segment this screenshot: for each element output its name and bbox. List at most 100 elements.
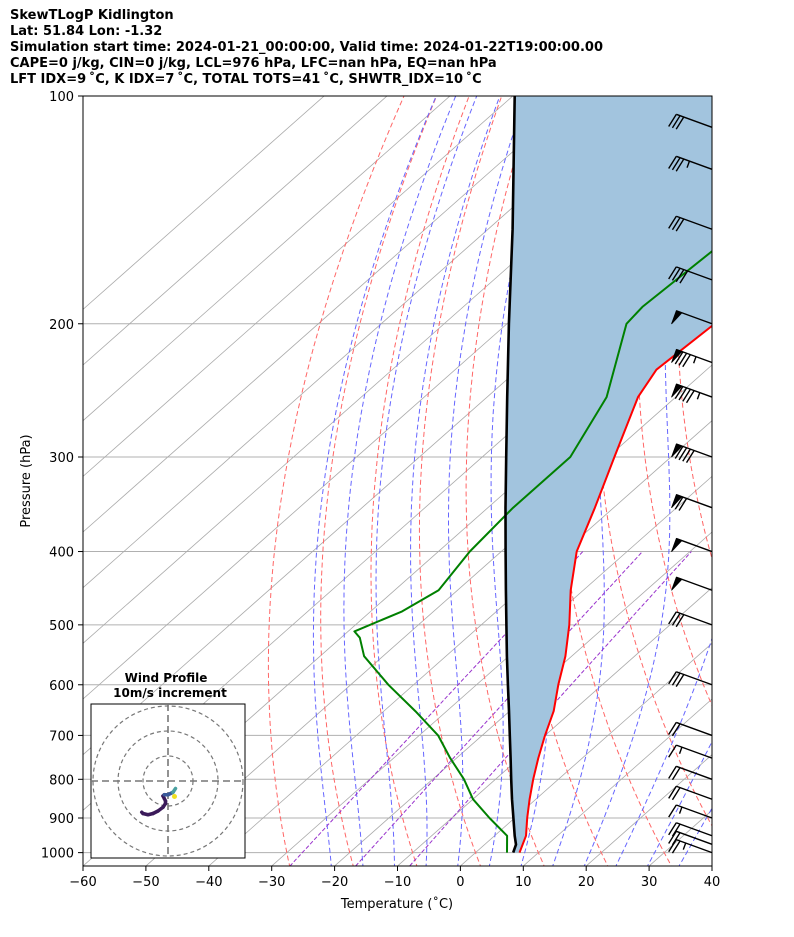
x-tick-label: −30	[258, 875, 285, 890]
wind-barb	[671, 348, 713, 368]
barb-full	[668, 804, 677, 818]
barb-full	[685, 390, 695, 404]
barb-full	[678, 447, 688, 461]
barb-shaft	[676, 765, 713, 780]
barb-half	[686, 160, 691, 168]
barb-full	[675, 158, 685, 172]
barb-full	[668, 113, 677, 127]
barb-half	[692, 356, 697, 364]
barb-full	[675, 269, 685, 283]
isotherm	[83, 96, 640, 589]
barb-full	[668, 611, 677, 625]
isotherm	[83, 96, 514, 477]
barb-shaft	[676, 671, 713, 686]
inset-plot	[91, 704, 245, 858]
barb-full	[675, 218, 685, 232]
isotherm	[522, 698, 712, 866]
barb-full	[671, 832, 681, 846]
mixing-ratio-line	[289, 551, 584, 866]
barb-full	[675, 116, 685, 130]
barb-full	[674, 496, 684, 510]
x-tick-label: −20	[321, 875, 348, 890]
chart-header: SkewTLogP Kidlington Lat: 51.84 Lon: -1.…	[10, 8, 603, 88]
isotherm	[83, 96, 325, 310]
wind-barb	[668, 804, 713, 819]
barb-full	[671, 787, 681, 801]
wind-profile-inset	[90, 703, 246, 859]
wind-barb	[668, 155, 713, 172]
y-tick-label: 800	[49, 773, 74, 788]
wind-barb	[668, 765, 713, 781]
y-tick-label: 900	[49, 812, 74, 827]
x-tick-label: 40	[704, 875, 721, 890]
y-tick-label: 200	[49, 318, 74, 333]
barb-shaft	[676, 721, 713, 737]
wind-barb	[671, 576, 713, 591]
wind-barb	[671, 494, 713, 511]
barb-shaft	[676, 266, 713, 281]
y-axis-label: Pressure (hPa)	[19, 434, 34, 527]
barb-pennant	[671, 443, 683, 458]
barb-shaft	[676, 830, 713, 845]
moist-adiabat	[583, 96, 692, 866]
dry-adiabat	[676, 96, 712, 561]
barb-pennant	[671, 538, 683, 552]
barb-full	[671, 157, 681, 171]
y-tick-label: 400	[49, 546, 74, 561]
barb-full	[668, 155, 677, 169]
x-tick-label: −50	[132, 875, 159, 890]
barb-full	[671, 723, 681, 737]
wind-barb	[671, 383, 713, 404]
dry-adiabat	[320, 96, 438, 866]
barb-shaft	[676, 838, 713, 854]
y-tick-label: 100	[49, 90, 74, 105]
barb-half	[696, 392, 701, 400]
moist-adiabat	[312, 96, 437, 866]
wind-barb	[668, 215, 713, 232]
barb-pennant	[671, 383, 683, 398]
barb-full	[674, 351, 684, 365]
barb-pennant	[671, 348, 683, 363]
plot-data	[353, 96, 712, 854]
barb-full	[671, 217, 681, 231]
barb-full	[682, 354, 691, 368]
y-tick-label: 300	[49, 451, 74, 466]
barb-full	[671, 767, 681, 781]
barb-half	[682, 842, 687, 850]
dry-adiabat	[418, 96, 503, 866]
wind-barb	[671, 443, 713, 464]
barb-full	[682, 448, 691, 462]
barb-pennant	[671, 576, 683, 591]
barb-full	[678, 387, 688, 401]
moist-adiabat	[646, 740, 712, 866]
isotherm	[83, 96, 577, 533]
barb-shaft	[676, 113, 713, 128]
barb-shaft	[676, 822, 713, 837]
inset-subtitle: 10m/s increment	[113, 686, 227, 700]
barb-full	[671, 612, 681, 626]
barb-full	[674, 446, 684, 459]
x-tick-label: 10	[515, 875, 532, 890]
x-tick-label: 20	[578, 875, 595, 890]
isotherm	[333, 531, 712, 866]
dewpoint-profile	[353, 249, 712, 853]
cape-cin-shading	[505, 96, 712, 853]
x-tick-label: −40	[195, 875, 222, 890]
isotherm	[271, 475, 712, 866]
barb-shaft	[676, 804, 713, 819]
barb-full	[678, 352, 688, 366]
axes: −60 −50 −40 −30 −20 −10 0 10 20 30 40 100 200 300 400 5…	[41, 90, 720, 890]
dry-adiabat	[716, 79, 794, 884]
y-tick-label: 600	[49, 679, 74, 694]
barb-full	[671, 267, 681, 281]
wind-barb	[668, 785, 713, 801]
hodograph-surface-point	[172, 794, 177, 799]
dry-adiabat	[554, 96, 673, 866]
barb-full	[668, 671, 677, 685]
dry-adiabat	[267, 96, 405, 866]
barb-shaft	[676, 611, 713, 626]
barb-full	[675, 674, 685, 688]
barb-full	[668, 822, 677, 836]
dry-adiabat	[465, 96, 545, 866]
